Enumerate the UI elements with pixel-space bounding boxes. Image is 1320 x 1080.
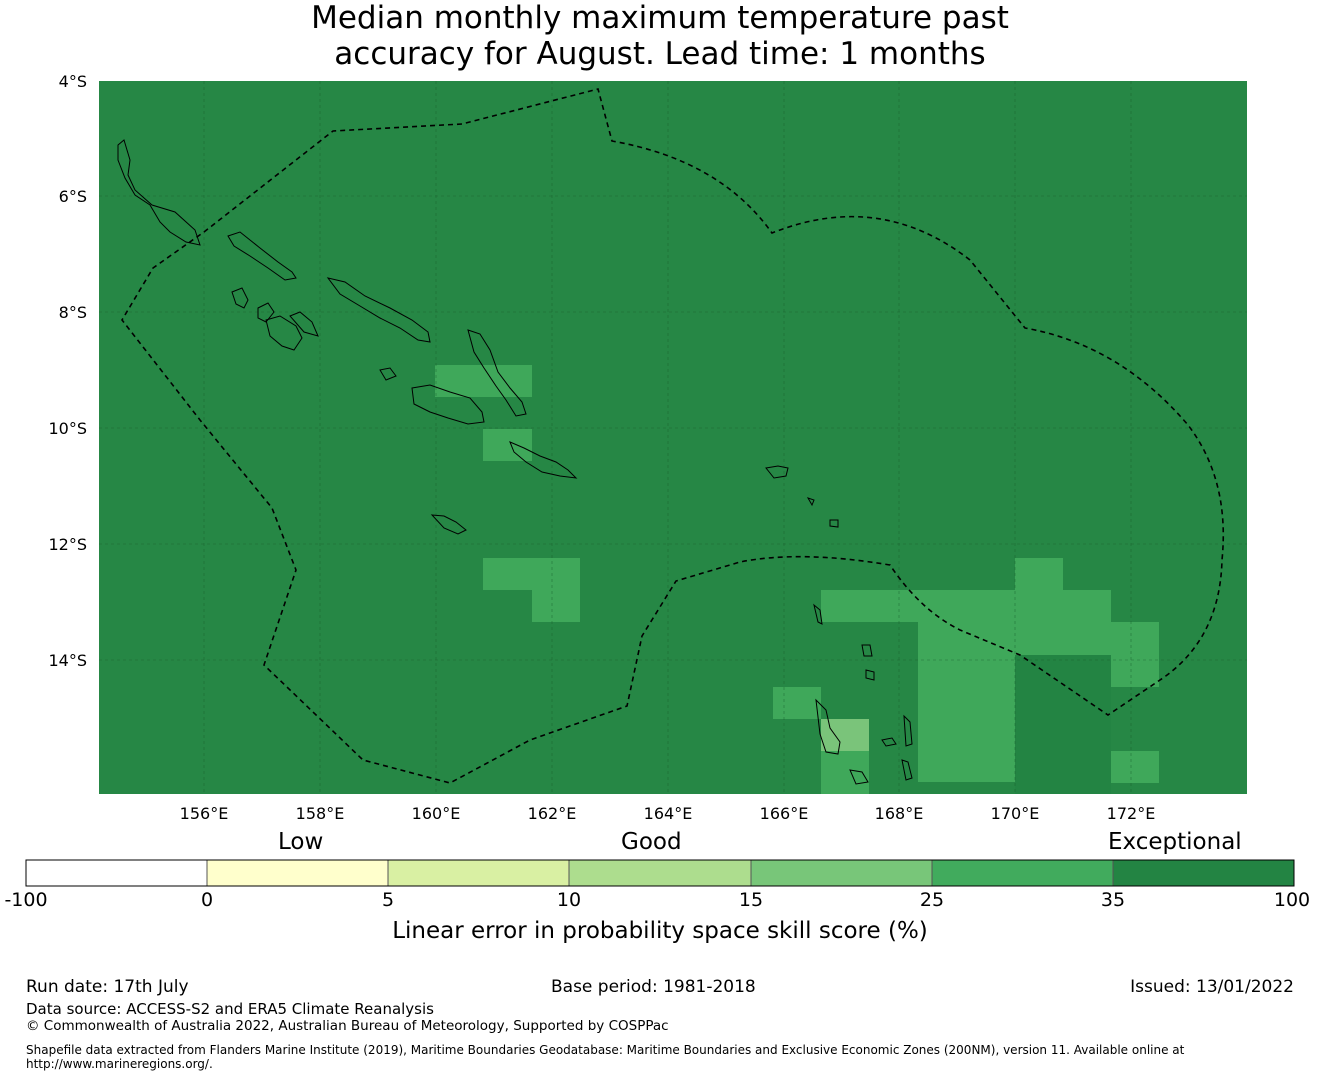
base-period: Base period: 1981-2018 [551, 977, 756, 997]
skill-cells-25-35 [435, 365, 1159, 794]
map-title: Median monthly maximum temperature past … [0, 0, 1320, 72]
skill-cells-35-100 [1015, 655, 1111, 794]
lat-label: 14°S [48, 651, 87, 670]
eez-boundary [121, 88, 1225, 784]
colorbar-segment [387, 859, 570, 887]
lon-label: 162°E [528, 804, 577, 823]
copyright: © Commonwealth of Australia 2022, Austra… [26, 1018, 669, 1034]
shapefile-line-1: Shapefile data extracted from Flanders M… [26, 1043, 1185, 1057]
lat-label: 4°S [59, 72, 87, 91]
graticule [99, 81, 1247, 794]
colorbar-tick: 25 [919, 889, 945, 911]
title-line-1: Median monthly maximum temperature past [311, 0, 1009, 36]
lon-label: 170°E [991, 804, 1040, 823]
colorbar-segment [206, 859, 389, 887]
shapefile-credit: Shapefile data extracted from Flanders M… [26, 1043, 1286, 1071]
lat-labels: 4°S 6°S 8°S 10°S 12°S 14°S [48, 72, 87, 670]
colorbar-segment [750, 859, 933, 887]
colorbar-segment [1112, 859, 1295, 887]
lon-label: 166°E [760, 804, 809, 823]
lon-label: 172°E [1107, 804, 1156, 823]
colorbar-tick: 100 [1273, 889, 1311, 911]
lat-label: 6°S [59, 187, 87, 206]
lon-label: 164°E [644, 804, 693, 823]
lon-label: 158°E [296, 804, 345, 823]
shapefile-line-2: http://www.marineregions.org/. [26, 1057, 213, 1071]
colorbar-tick: 5 [381, 889, 395, 911]
colorbar-segment [25, 859, 208, 887]
category-low: Low [278, 829, 324, 855]
colorbar-tick: 15 [738, 889, 764, 911]
skill-cell-15-25 [821, 719, 869, 751]
title-line-2: accuracy for August. Lead time: 1 months [334, 36, 986, 72]
colorbar-tick: 0 [200, 889, 214, 911]
colorbar-label: Linear error in probability space skill … [392, 918, 928, 944]
colorbar-tick: -100 [4, 889, 48, 911]
run-date: Run date: 17th July [26, 977, 189, 997]
lon-label: 160°E [412, 804, 461, 823]
lat-label: 12°S [48, 535, 87, 554]
colorbar-tick: 35 [1100, 889, 1126, 911]
lat-label: 10°S [48, 419, 87, 438]
issued-date: Issued: 13/01/2022 [1130, 977, 1294, 997]
lon-labels: 156°E 158°E 160°E 162°E 164°E 166°E 168°… [180, 804, 1156, 823]
lat-label: 8°S [59, 303, 87, 322]
colorbar-segment [568, 859, 752, 887]
lon-label: 156°E [180, 804, 229, 823]
lon-label: 168°E [875, 804, 924, 823]
colorbar [25, 859, 1295, 887]
category-good: Good [621, 829, 682, 855]
colorbar-tick: 10 [556, 889, 582, 911]
data-source: Data source: ACCESS-S2 and ERA5 Climate … [26, 1000, 434, 1018]
colorbar-segment [931, 859, 1114, 887]
coastlines [117, 139, 913, 785]
category-exceptional: Exceptional [1108, 829, 1242, 855]
